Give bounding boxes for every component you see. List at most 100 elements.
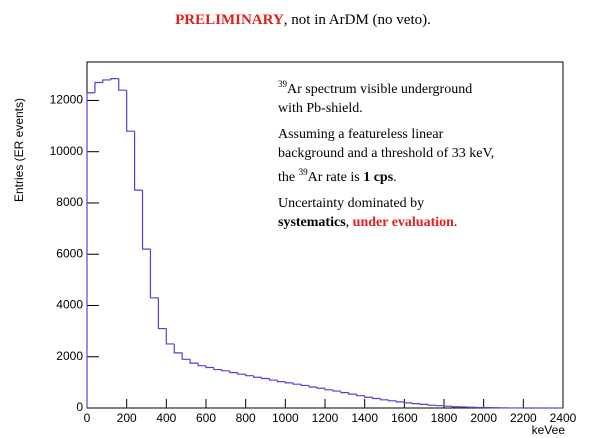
histogram-bin: [237, 372, 246, 375]
annotation-line: the 39Ar rate is 1 cps.: [278, 163, 494, 187]
y-tick-label: 2000: [56, 349, 83, 363]
histogram-bin: [356, 394, 365, 397]
histogram-bin: [197, 363, 206, 367]
annotation-text: .: [453, 215, 458, 230]
x-tick-label: 800: [236, 411, 256, 425]
annotation-line: 39Ar spectrum visible underground: [278, 75, 494, 99]
histogram-bin: [379, 398, 389, 401]
annotation-paragraph: 39Ar spectrum visible underground with Pb…: [278, 75, 494, 118]
histogram-bin: [308, 385, 318, 388]
histogram-bin: [205, 365, 214, 369]
x-axis-label: keVee: [532, 423, 566, 437]
histogram-bin: [149, 249, 159, 299]
histogram-bin: [260, 377, 270, 380]
histogram-bin: [118, 78, 127, 91]
histogram-bin: [411, 402, 421, 405]
annotation-text: Assuming a featureless linear: [278, 127, 444, 142]
annotation-text: 39: [278, 79, 287, 89]
histogram-bin: [395, 400, 405, 403]
annotation-line: with Pb-shield.: [278, 99, 494, 118]
annotation-text: ,: [345, 215, 353, 230]
histogram-bin: [292, 382, 302, 385]
histogram-bin: [419, 403, 429, 406]
annotation-paragraph: Uncertainty dominated by systematics, und…: [278, 194, 494, 232]
histogram-bin: [102, 79, 111, 83]
annotation-text: background and a threshold of 33 keV,: [278, 146, 495, 161]
histogram-bin: [126, 90, 135, 132]
histogram-bin: [229, 370, 238, 374]
annotation-text: Uncertainty dominated by: [278, 196, 425, 211]
histogram-bin: [141, 190, 151, 250]
histogram-bin: [443, 405, 452, 407]
annotation-line: Uncertainty dominated by: [278, 194, 494, 213]
x-tick-label: 400: [156, 411, 176, 425]
annotation-text: .: [393, 170, 397, 185]
x-tick-label: 0: [84, 411, 91, 425]
histogram-bin: [451, 406, 460, 408]
histogram-bin: [221, 369, 230, 372]
histogram-bin: [94, 81, 103, 93]
x-tick-label: 1200: [312, 411, 339, 425]
histogram-bin: [364, 395, 373, 398]
histogram-bin: [253, 375, 262, 378]
title-rest: , not in ArDM (no veto).: [283, 12, 431, 28]
annotations: 39Ar spectrum visible underground with Pb…: [278, 75, 494, 239]
x-tick-label: 1000: [272, 411, 299, 425]
histogram-bin: [284, 381, 294, 384]
y-tick-label: 0: [76, 400, 83, 414]
y-tick-label: 12000: [50, 93, 84, 107]
y-tick-label: 4000: [56, 298, 83, 312]
histogram-bin: [324, 388, 333, 391]
annotation-text: under evaluation: [352, 215, 454, 230]
annotation-text: Ar rate is: [307, 170, 364, 185]
histogram-bin: [340, 391, 349, 394]
histogram-bin: [300, 384, 310, 387]
histogram-bin: [181, 352, 191, 360]
histogram-bin: [268, 378, 278, 381]
histogram-bin: [403, 401, 413, 404]
histogram-bin: [173, 343, 183, 354]
y-axis-label: Entries (ER events): [12, 98, 26, 202]
annotation-text: Ar spectrum visible underground: [287, 82, 473, 97]
histogram-bin: [157, 297, 167, 330]
annotation-text: with Pb-shield.: [278, 101, 363, 116]
histogram-bin: [165, 328, 175, 345]
annotation-text: 1 cps: [363, 170, 394, 185]
chart-title: PRELIMINARY, not in ArDM (no veto).: [0, 12, 606, 29]
histogram-bin: [316, 386, 325, 389]
histogram-bin: [213, 367, 222, 371]
histogram-bin: [245, 374, 254, 377]
x-tick-label: 600: [196, 411, 216, 425]
histogram-bin: [276, 380, 286, 383]
histogram-bin: [435, 405, 444, 407]
histogram-bin: [427, 404, 437, 406]
y-tick-label: 10000: [50, 144, 84, 158]
x-tick-label: 2400: [550, 411, 577, 425]
histogram-bin: [332, 389, 341, 392]
y-tick-label: 6000: [56, 246, 83, 260]
x-tick-label: 1600: [391, 411, 418, 425]
annotation-text: systematics: [278, 215, 346, 230]
histogram-bin: [189, 359, 199, 364]
title-highlight: PRELIMINARY: [175, 12, 284, 28]
histogram-bin: [134, 131, 143, 191]
annotation-paragraph: Assuming a featureless linear background …: [278, 125, 494, 187]
y-tick-label: 8000: [56, 195, 83, 209]
x-tick-label: 1800: [431, 411, 458, 425]
histogram-bin: [110, 78, 119, 80]
histogram-bin: [372, 397, 381, 400]
histogram-bin: [86, 92, 95, 408]
x-tick-label: 200: [117, 411, 137, 425]
annotation-text: 39: [298, 167, 308, 177]
x-tick-label: 1400: [351, 411, 378, 425]
x-tick-label: 2000: [470, 411, 497, 425]
annotation-text: the: [278, 170, 299, 185]
annotation-line: background and a threshold of 33 keV,: [278, 144, 494, 163]
annotation-line: Assuming a featureless linear: [278, 125, 494, 144]
x-tick-label: 2200: [510, 411, 537, 425]
histogram-bin: [348, 392, 357, 395]
histogram-bin: [387, 399, 397, 402]
annotation-line: systematics, under evaluation.: [278, 213, 494, 232]
